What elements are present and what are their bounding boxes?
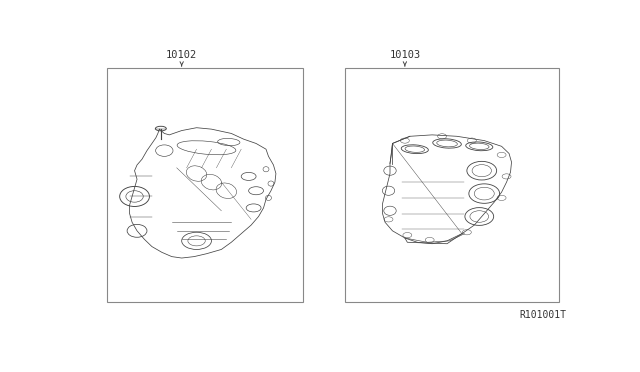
Text: R101001T: R101001T [519, 310, 566, 320]
Text: 10102: 10102 [166, 50, 197, 60]
Text: 10103: 10103 [389, 50, 420, 60]
Bar [346, 68, 559, 302]
Bar [108, 68, 303, 302]
